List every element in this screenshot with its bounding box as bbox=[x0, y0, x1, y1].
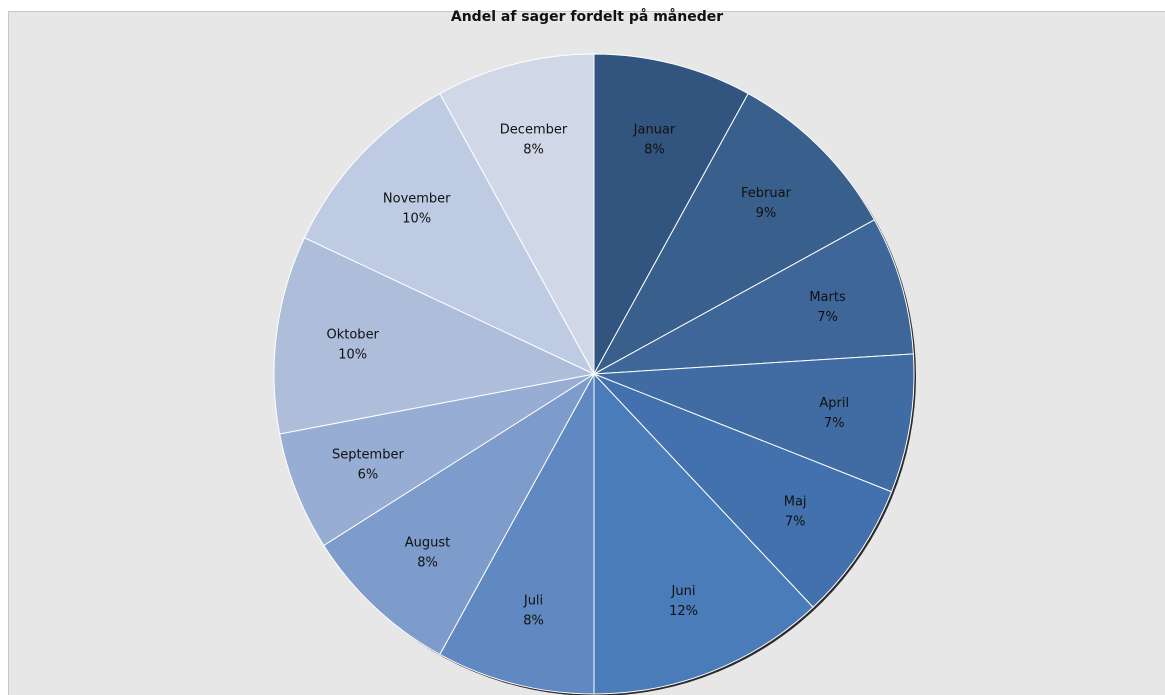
slice-label-marts: Marts 7% bbox=[809, 290, 846, 325]
pie-slice-juni bbox=[593, 372, 814, 695]
slice-label-februar: Februar 9% bbox=[741, 186, 792, 221]
slice-category-label: August bbox=[405, 535, 451, 550]
pie-slice-februar bbox=[592, 92, 876, 376]
pie-slice-september bbox=[279, 373, 595, 547]
slice-value-label: 9% bbox=[756, 206, 777, 221]
slice-category-label: September bbox=[332, 448, 405, 463]
slice-label-december: December 8% bbox=[500, 122, 568, 157]
slice-value-label: 8% bbox=[523, 142, 544, 157]
slice-value-label: 7% bbox=[824, 416, 845, 431]
slice-value-label: 10% bbox=[402, 212, 431, 227]
slice-category-label: Oktober bbox=[327, 328, 380, 343]
slice-label-oktober: Oktober 10% bbox=[327, 328, 380, 363]
slice-label-april: April 7% bbox=[819, 396, 849, 431]
slice-value-label: 7% bbox=[785, 515, 806, 530]
slice-label-november: November 10% bbox=[383, 192, 451, 227]
pie-slice-marts bbox=[593, 219, 914, 375]
slice-label-maj: Maj 7% bbox=[784, 495, 807, 530]
slice-label-juli: Juli 8% bbox=[523, 594, 544, 629]
slice-category-label: April bbox=[819, 396, 849, 411]
pie-slice-juli bbox=[439, 373, 595, 695]
pie-slice-april bbox=[593, 353, 915, 493]
slice-value-label: 8% bbox=[523, 614, 544, 629]
slice-label-september: September 6% bbox=[332, 448, 405, 483]
slice-category-label: Januar bbox=[633, 122, 676, 137]
pie-slice-december bbox=[439, 53, 595, 375]
slice-value-label: 8% bbox=[417, 555, 438, 570]
pie-slice-januar bbox=[593, 53, 749, 375]
slice-value-label: 8% bbox=[644, 142, 665, 157]
slice-category-label: December bbox=[500, 122, 568, 137]
slice-category-label: Juli bbox=[523, 594, 543, 609]
slice-category-label: November bbox=[383, 192, 451, 207]
pie-slice-oktober bbox=[273, 237, 596, 435]
slice-label-august: August 8% bbox=[405, 535, 451, 570]
chart-title: Andel af sager fordelt på måneder bbox=[450, 9, 724, 25]
pie-slice-november bbox=[303, 92, 596, 376]
slice-category-label: Juni bbox=[671, 584, 696, 599]
slice-category-label: Maj bbox=[784, 495, 807, 510]
pie-slice-august bbox=[323, 373, 595, 656]
slice-category-label: Februar bbox=[741, 186, 792, 201]
slice-value-label: 6% bbox=[358, 468, 379, 483]
slice-category-label: Marts bbox=[809, 290, 846, 305]
slice-value-label: 10% bbox=[338, 348, 367, 363]
slice-value-label: 7% bbox=[817, 310, 838, 325]
slice-label-juni: Juni 12% bbox=[669, 584, 698, 619]
slice-value-label: 12% bbox=[669, 604, 698, 619]
slice-label-januar: Januar 8% bbox=[633, 122, 676, 157]
pie-slice-maj bbox=[593, 373, 893, 608]
